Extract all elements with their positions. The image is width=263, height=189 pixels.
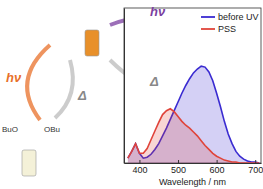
legend-swatch xyxy=(201,16,215,18)
annotation: Δ xyxy=(77,88,87,103)
y-axis-line xyxy=(124,9,125,164)
y-axis xyxy=(124,9,125,164)
series-area xyxy=(128,109,259,163)
x-tick: 400 xyxy=(132,160,147,175)
series-line xyxy=(128,66,259,163)
x-tick-mark xyxy=(178,160,179,163)
x-tick-mark xyxy=(255,160,256,163)
legend-swatch xyxy=(201,28,215,30)
legend: before UV PSS xyxy=(201,12,259,34)
plot-frame xyxy=(124,8,261,163)
x-axis: 400 500 600 700 xyxy=(125,160,263,175)
series-area xyxy=(128,66,259,163)
chart: 400 500 600 700 Wavelength / nm before UV PSS h… xyxy=(0,0,263,189)
annotation: Δ xyxy=(149,74,159,89)
arrow xyxy=(55,60,73,118)
x-tick-label: 600 xyxy=(210,165,225,175)
annotation: OBu xyxy=(44,125,60,134)
x-tick-mark xyxy=(139,160,140,163)
annotation: BuO xyxy=(2,125,18,134)
x-tick: 600 xyxy=(210,160,225,175)
x-tick-label: 400 xyxy=(132,165,147,175)
series-line xyxy=(128,109,259,163)
legend-label: before UV xyxy=(218,12,259,22)
legend-label: PSS xyxy=(218,24,236,34)
x-tick-label: 700 xyxy=(248,165,263,175)
annotation: hν xyxy=(6,70,22,85)
x-tick: 700 xyxy=(248,160,263,175)
annotation: hν xyxy=(150,4,166,19)
x-tick-mark xyxy=(217,160,218,163)
x-axis-title: Wavelength / nm xyxy=(159,177,226,187)
arrow xyxy=(27,45,50,120)
vial xyxy=(85,30,99,56)
plot-area xyxy=(128,66,259,163)
x-tick-label: 500 xyxy=(171,165,186,175)
vial xyxy=(22,150,36,176)
x-tick: 500 xyxy=(171,160,186,175)
x-axis-line xyxy=(125,163,262,164)
